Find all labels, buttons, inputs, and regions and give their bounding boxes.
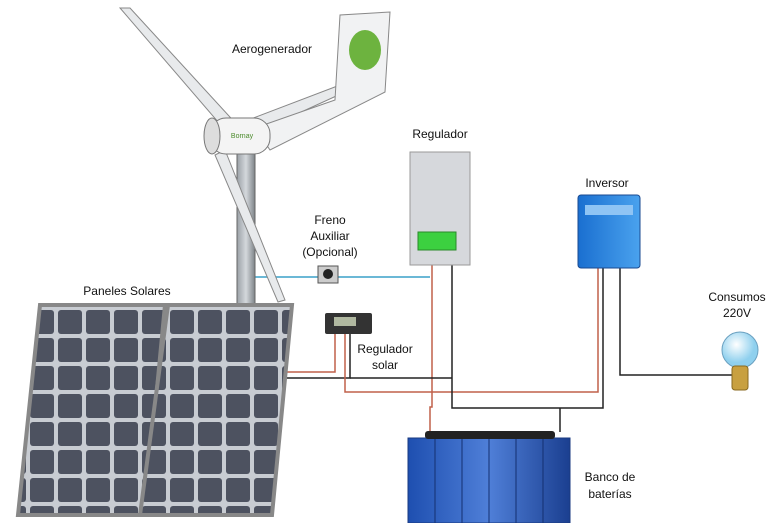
label: Aerogenerador bbox=[232, 42, 312, 56]
label: Auxiliar bbox=[310, 229, 349, 243]
label: Paneles Solares bbox=[83, 284, 170, 298]
diagram: Bornay Aerogenerador Regulador Inversor … bbox=[0, 0, 767, 523]
label: (Opcional) bbox=[302, 245, 357, 259]
label: solar bbox=[372, 358, 398, 372]
label: Inversor bbox=[585, 176, 628, 190]
brake bbox=[318, 266, 338, 283]
battery-bank bbox=[408, 431, 570, 523]
label: Freno bbox=[314, 213, 346, 227]
logo: Bornay bbox=[231, 133, 254, 140]
wires bbox=[255, 262, 735, 432]
regulator bbox=[410, 152, 470, 265]
label: Regulador bbox=[412, 127, 467, 141]
label: 220V bbox=[723, 306, 751, 320]
solar-panels bbox=[18, 305, 292, 515]
label: Banco de bbox=[585, 470, 636, 484]
label: Consumos bbox=[708, 290, 765, 304]
bulb bbox=[722, 332, 758, 390]
solar-regulator bbox=[325, 313, 372, 334]
label: Regulador bbox=[357, 342, 412, 356]
label: baterías bbox=[588, 487, 631, 501]
inverter bbox=[578, 195, 640, 268]
